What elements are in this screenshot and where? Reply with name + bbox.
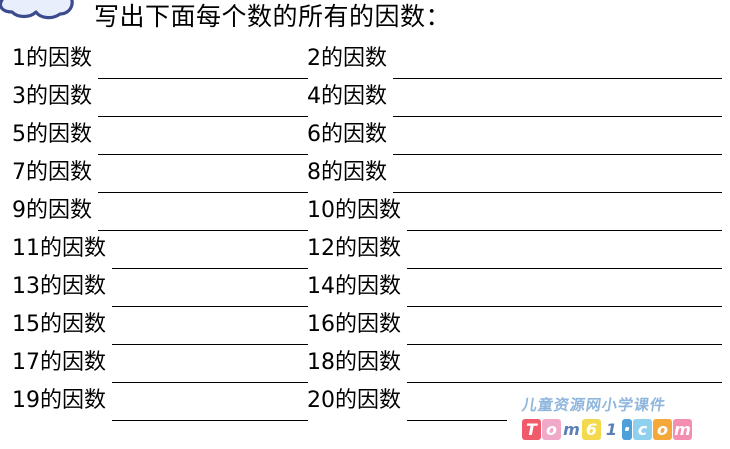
exercise-item-1: 1的因数 — [12, 44, 308, 82]
page-title: 写出下面每个数的所有的因数： — [94, 2, 452, 31]
exercise-item-label: 10的因数 — [307, 198, 401, 223]
exercise-item-7: 7的因数 — [12, 158, 308, 196]
answer-blank[interactable] — [407, 242, 722, 269]
exercise-item-label: 18的因数 — [307, 350, 401, 375]
exercise-item-14: 14的因数 — [307, 272, 722, 310]
answer-blank[interactable] — [98, 90, 308, 117]
exercise-item-label: 1的因数 — [12, 46, 92, 71]
exercise-item-label: 3的因数 — [12, 84, 92, 109]
exercise-item-label: 11的因数 — [12, 236, 106, 261]
exercise-item-20: 20的因数 — [307, 386, 722, 424]
exercise-item-label: 5的因数 — [12, 122, 92, 147]
exercise-row: 1的因数 2的因数 — [0, 44, 730, 82]
answer-blank[interactable] — [407, 394, 507, 421]
answer-blank[interactable] — [393, 90, 722, 117]
exercise-item-15: 15的因数 — [12, 310, 308, 348]
answer-blank[interactable] — [393, 52, 722, 79]
exercise-item-6: 6的因数 — [307, 120, 722, 158]
exercise-rows: 1的因数 2的因数 3的因数 4的因数 5的因数 — [0, 44, 730, 424]
exercise-item-label: 9的因数 — [12, 198, 92, 223]
answer-blank[interactable] — [98, 128, 308, 155]
exercise-row: 5的因数 6的因数 — [0, 120, 730, 158]
answer-blank[interactable] — [393, 166, 722, 193]
exercise-item-label: 7的因数 — [12, 160, 92, 185]
cloud-icon — [0, 0, 74, 20]
answer-blank[interactable] — [112, 280, 308, 307]
exercise-row: 17的因数 18的因数 — [0, 348, 730, 386]
exercise-item-label: 6的因数 — [307, 122, 387, 147]
exercise-item-label: 17的因数 — [12, 350, 106, 375]
exercise-row: 9的因数 10的因数 — [0, 196, 730, 234]
answer-blank[interactable] — [112, 318, 308, 345]
exercise-item-5: 5的因数 — [12, 120, 308, 158]
answer-blank[interactable] — [407, 356, 722, 383]
exercise-row: 11的因数 12的因数 — [0, 234, 730, 272]
exercise-row: 15的因数 16的因数 — [0, 310, 730, 348]
exercise-item-label: 12的因数 — [307, 236, 401, 261]
exercise-item-9: 9的因数 — [12, 196, 308, 234]
exercise-item-label: 13的因数 — [12, 274, 106, 299]
answer-blank[interactable] — [98, 166, 308, 193]
answer-blank[interactable] — [98, 204, 308, 231]
answer-blank[interactable] — [407, 204, 722, 231]
exercise-item-12: 12的因数 — [307, 234, 722, 272]
answer-blank[interactable] — [407, 318, 722, 345]
exercise-item-2: 2的因数 — [307, 44, 722, 82]
exercise-item-13: 13的因数 — [12, 272, 308, 310]
exercise-row: 19的因数 20的因数 — [0, 386, 730, 424]
answer-blank[interactable] — [393, 128, 722, 155]
exercise-item-4: 4的因数 — [307, 82, 722, 120]
exercise-item-label: 8的因数 — [307, 160, 387, 185]
exercise-item-label: 19的因数 — [12, 388, 106, 413]
exercise-item-10: 10的因数 — [307, 196, 722, 234]
exercise-item-8: 8的因数 — [307, 158, 722, 196]
exercise-item-19: 19的因数 — [12, 386, 308, 424]
exercise-item-label: 16的因数 — [307, 312, 401, 337]
exercise-item-label: 2的因数 — [307, 46, 387, 71]
answer-blank[interactable] — [112, 242, 308, 269]
exercise-item-label: 15的因数 — [12, 312, 106, 337]
exercise-item-label: 14的因数 — [307, 274, 401, 299]
exercise-item-16: 16的因数 — [307, 310, 722, 348]
exercise-item-3: 3的因数 — [12, 82, 308, 120]
answer-blank[interactable] — [112, 394, 308, 421]
exercise-row: 7的因数 8的因数 — [0, 158, 730, 196]
exercise-item-18: 18的因数 — [307, 348, 722, 386]
exercise-row: 3的因数 4的因数 — [0, 82, 730, 120]
exercise-item-label: 20的因数 — [307, 388, 401, 413]
answer-blank[interactable] — [407, 280, 722, 307]
exercise-item-11: 11的因数 — [12, 234, 308, 272]
answer-blank[interactable] — [112, 356, 308, 383]
answer-blank[interactable] — [98, 52, 308, 79]
exercise-row: 13的因数 14的因数 — [0, 272, 730, 310]
exercise-item-label: 4的因数 — [307, 84, 387, 109]
exercise-item-17: 17的因数 — [12, 348, 308, 386]
